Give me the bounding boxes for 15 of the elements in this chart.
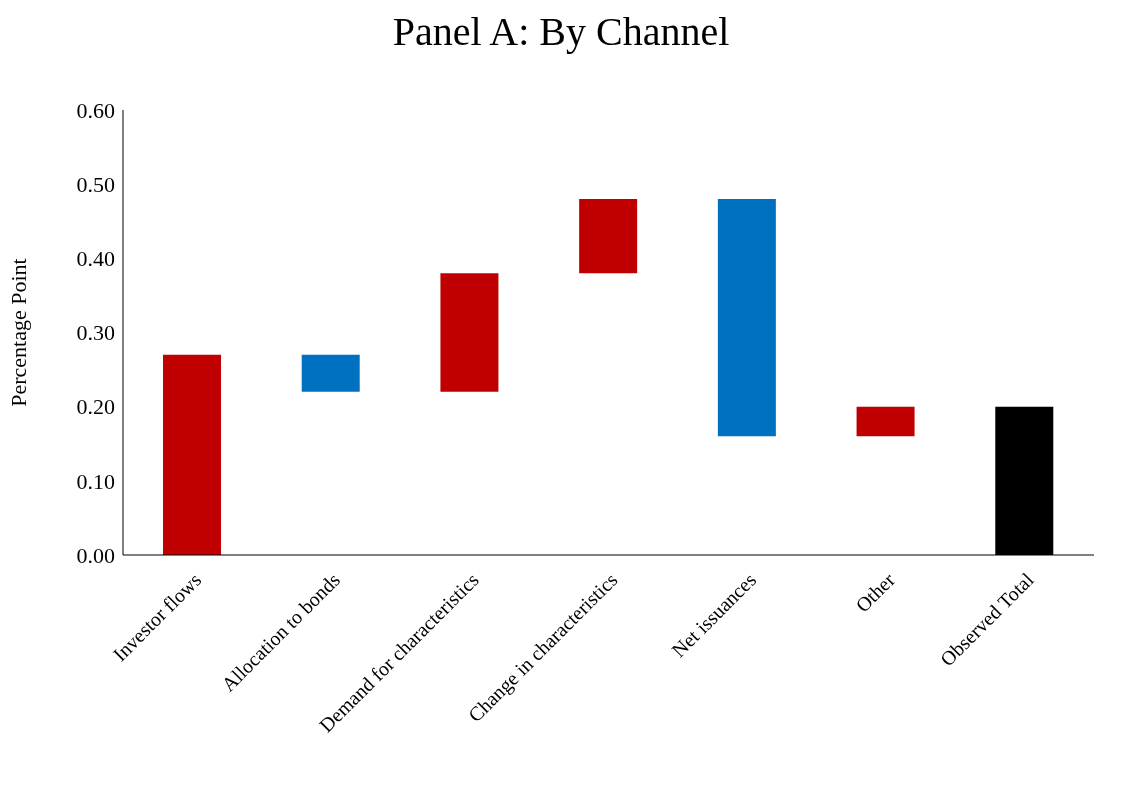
bar: [856, 406, 915, 437]
y-tick-label: 0.40: [76, 246, 115, 272]
bar: [579, 199, 638, 274]
y-tick-label: 0.00: [76, 542, 115, 568]
y-tick-label: 0.10: [76, 468, 115, 494]
bar: [301, 354, 360, 392]
bar: [440, 273, 499, 392]
bar: [163, 354, 221, 555]
chart-title: Panel A: By Channel: [391, 8, 731, 55]
y-axis-title: Percentage Point: [5, 258, 31, 407]
bar: [717, 199, 776, 437]
y-tick-label: 0.60: [76, 97, 115, 123]
y-tick-label: 0.20: [76, 394, 115, 420]
y-tick-label: 0.50: [76, 171, 115, 197]
y-tick-label: 0.30: [76, 320, 115, 346]
